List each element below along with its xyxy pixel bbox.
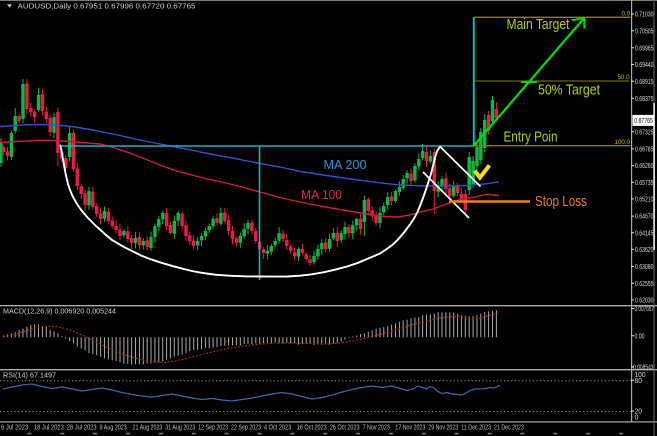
svg-text:12 Sep 2023: 12 Sep 2023 — [198, 425, 228, 432]
svg-text:0.66260: 0.66260 — [635, 161, 654, 170]
svg-text:22 Sep 2023: 22 Sep 2023 — [231, 425, 261, 432]
svg-text:MA 100: MA 100 — [301, 187, 342, 202]
svg-text:17 Nov 2023: 17 Nov 2023 — [395, 425, 425, 432]
svg-text:20: 20 — [635, 407, 643, 416]
svg-text:21 Aug 2023: 21 Aug 2023 — [133, 425, 163, 432]
svg-text:Stop Loss: Stop Loss — [535, 194, 587, 210]
svg-text:Main Target: Main Target — [507, 17, 570, 33]
svg-text:0.63080: 0.63080 — [635, 262, 654, 271]
svg-text:4 Oct 2023: 4 Oct 2023 — [264, 425, 291, 432]
svg-text:50.0: 50.0 — [618, 74, 630, 81]
svg-text:16 Oct 2023: 16 Oct 2023 — [297, 425, 327, 432]
svg-text:Entry Poin: Entry Poin — [504, 130, 558, 146]
svg-text:0.70505: 0.70505 — [635, 26, 654, 35]
svg-text:0.67325: 0.67325 — [635, 127, 654, 136]
svg-text:100: 100 — [635, 370, 646, 379]
svg-text:0.67765: 0.67765 — [634, 116, 653, 125]
svg-text:0.0: 0.0 — [622, 11, 631, 18]
svg-text:26 Oct 2023: 26 Oct 2023 — [330, 425, 360, 432]
svg-text:18 Jul 2023: 18 Jul 2023 — [34, 425, 64, 432]
svg-text:80: 80 — [635, 376, 643, 385]
svg-text:MACD(12,26,9) 0.006920 0.00524: MACD(12,26,9) 0.006920 0.005244 — [3, 309, 116, 316]
svg-text:50% Target: 50% Target — [538, 83, 600, 99]
svg-text:9 Aug 2023: 9 Aug 2023 — [100, 425, 127, 432]
svg-text:21 Dec 2023: 21 Dec 2023 — [494, 425, 524, 432]
svg-text:6 Jul 2023: 6 Jul 2023 — [1, 425, 28, 432]
svg-text:11 Dec 2023: 11 Dec 2023 — [461, 425, 491, 432]
svg-text:0.69440: 0.69440 — [635, 60, 654, 69]
svg-text:RSI(14) 67.1497: RSI(14) 67.1497 — [3, 372, 56, 379]
svg-text:0.65210: 0.65210 — [635, 195, 654, 204]
svg-text:0.68375: 0.68375 — [635, 94, 654, 103]
svg-text:29 Nov 2023: 29 Nov 2023 — [428, 425, 458, 432]
svg-text:7 Nov 2023: 7 Nov 2023 — [363, 425, 390, 432]
svg-text:-0.008543: -0.008543 — [632, 362, 654, 371]
svg-text:AUDUSD,Daily 0.67951 0.67996: AUDUSD,Daily 0.67951 0.67996 0.67720 0.6… — [18, 4, 196, 11]
svg-text:0.71030: 0.71030 — [635, 10, 654, 19]
svg-text:0.65735: 0.65735 — [635, 178, 654, 187]
svg-text:28 Jul 2023: 28 Jul 2023 — [67, 425, 97, 432]
svg-text:0.64145: 0.64145 — [635, 228, 654, 237]
svg-text:0.63620: 0.63620 — [635, 245, 654, 254]
svg-text:0.007657: 0.007657 — [635, 304, 655, 313]
svg-text:100.0: 100.0 — [615, 139, 631, 146]
svg-text:0.64670: 0.64670 — [635, 212, 654, 221]
svg-text:MA 200: MA 200 — [324, 157, 367, 172]
svg-text:0.00: 0.00 — [635, 331, 645, 340]
svg-text:0.66785: 0.66785 — [635, 145, 654, 154]
svg-text:0.62030: 0.62030 — [635, 296, 654, 305]
svg-text:0: 0 — [635, 412, 639, 421]
svg-text:0.62555: 0.62555 — [635, 279, 654, 288]
svg-text:31 Aug 2023: 31 Aug 2023 — [165, 425, 195, 432]
svg-text:0.69965: 0.69965 — [635, 43, 654, 52]
svg-text:0.68915: 0.68915 — [635, 77, 654, 86]
